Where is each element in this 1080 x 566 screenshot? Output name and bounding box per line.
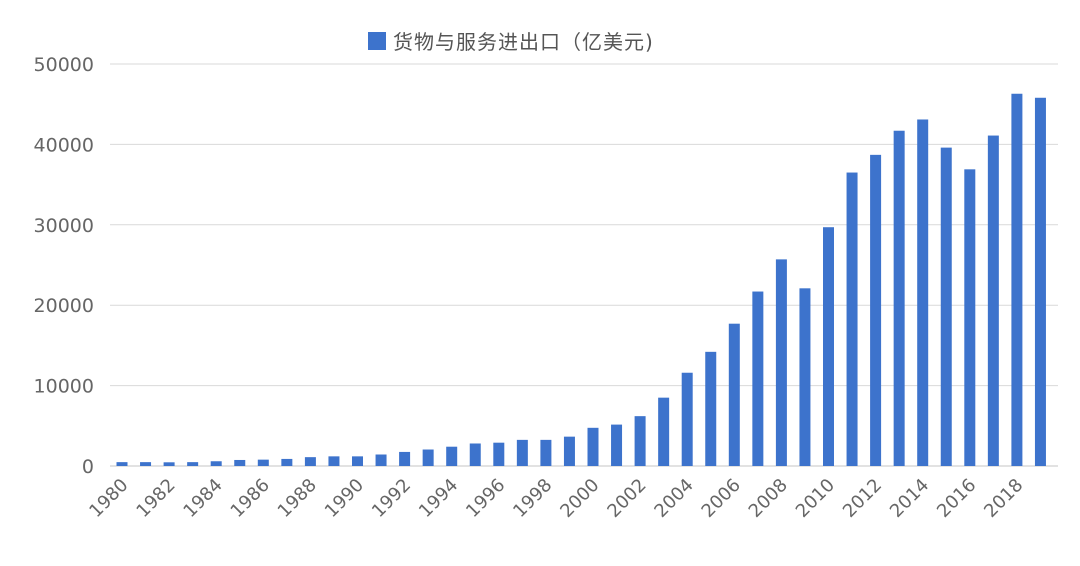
bar-1995 [469, 443, 481, 466]
bar-1992 [399, 451, 411, 466]
bar-2001 [611, 424, 623, 466]
y-tick-label: 30000 [34, 215, 94, 237]
x-tick-label: 2016 [933, 475, 980, 522]
bar-2000 [587, 427, 599, 466]
x-tick-label: 1980 [85, 475, 132, 522]
x-tick-label: 1992 [368, 475, 415, 522]
x-tick-label: 2002 [603, 475, 650, 522]
bar-1987 [281, 458, 293, 466]
x-tick-label: 1994 [415, 475, 462, 522]
bar-2005 [705, 351, 717, 466]
bar-1994 [446, 446, 458, 466]
bar-2003 [658, 397, 670, 466]
bar-2007 [752, 291, 764, 466]
bar-2002 [634, 416, 646, 466]
bar-2017 [987, 135, 999, 466]
x-tick-label: 2000 [556, 475, 603, 522]
x-tick-label: 1986 [227, 475, 274, 522]
bar-1984 [210, 461, 222, 466]
x-tick-label: 2014 [886, 475, 933, 522]
x-tick-label: 2004 [650, 475, 697, 522]
bar-2010 [823, 227, 834, 466]
x-tick-label: 2006 [698, 475, 745, 522]
y-tick-label: 50000 [34, 54, 94, 76]
bar-2013 [893, 130, 905, 466]
bar-2011 [846, 172, 858, 467]
bar-2009 [799, 288, 811, 466]
legend-swatch-icon [368, 31, 386, 50]
bar-2016 [964, 169, 976, 466]
bar-1989 [328, 456, 340, 466]
bar-1986 [257, 459, 269, 466]
x-tick-label: 1988 [274, 475, 321, 522]
bar-1981 [140, 462, 152, 466]
bar-1991 [375, 454, 387, 466]
bar-1997 [516, 439, 528, 466]
y-tick-label: 40000 [34, 134, 94, 156]
x-tick-label: 2010 [792, 475, 839, 522]
x-tick-label: 2012 [839, 475, 886, 522]
bar-1980 [116, 462, 128, 466]
bar-2012 [870, 154, 882, 467]
bar-2006 [728, 323, 740, 466]
legend-label: 货物与服务进出口（亿美元) [393, 30, 654, 54]
bar-1990 [352, 456, 363, 466]
y-tick-label: 10000 [34, 376, 94, 398]
bar-1998 [540, 439, 552, 466]
bar-2015 [940, 147, 952, 466]
y-tick-label: 20000 [34, 295, 94, 317]
x-tick-label: 2008 [745, 475, 792, 522]
bar-1993 [422, 449, 434, 466]
x-tick-label: 1996 [462, 475, 509, 522]
x-tick-label: 1982 [132, 475, 179, 522]
bar-2014 [917, 119, 929, 466]
bar-1985 [234, 459, 246, 466]
bar-1999 [563, 436, 575, 466]
x-tick-label: 2018 [980, 475, 1027, 522]
legend: 货物与服务进出口（亿美元) [368, 26, 654, 55]
x-tick-label: 1990 [321, 475, 368, 522]
y-tick-label: 0 [82, 456, 94, 478]
x-tick-label: 1984 [179, 475, 226, 522]
bar-2018 [1011, 93, 1023, 467]
bar-1996 [493, 442, 505, 466]
bar-2004 [681, 372, 693, 466]
bar-2019 [1034, 97, 1046, 466]
bar-2008 [775, 259, 787, 466]
bar-1983 [187, 462, 199, 466]
bar-1982 [163, 462, 175, 466]
bar-1988 [304, 457, 316, 466]
x-tick-label: 1998 [509, 475, 556, 522]
